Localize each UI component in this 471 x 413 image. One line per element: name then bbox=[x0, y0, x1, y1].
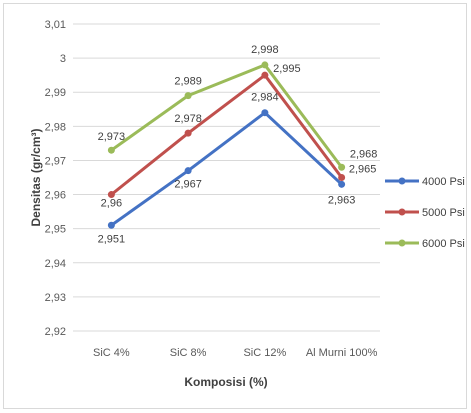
y-tick-label: 2,96 bbox=[45, 190, 66, 202]
data-point bbox=[107, 191, 115, 199]
chart-frame bbox=[3, 3, 467, 409]
x-tick-label: Al Murni 100% bbox=[306, 347, 378, 359]
legend-label: 5000 Psi bbox=[422, 207, 465, 219]
data-point bbox=[107, 221, 115, 229]
data-point bbox=[107, 146, 115, 154]
series-line bbox=[110, 63, 343, 169]
data-label: 2,96 bbox=[101, 198, 122, 210]
x-tick-label: SiC 8% bbox=[170, 347, 207, 359]
data-point bbox=[184, 92, 192, 100]
data-point bbox=[338, 180, 346, 188]
data-label: 2,989 bbox=[174, 76, 202, 88]
y-tick-label: 2,99 bbox=[45, 87, 66, 99]
legend-label: 6000 Psi bbox=[422, 238, 465, 250]
data-point bbox=[184, 167, 192, 175]
y-tick-label: 2,97 bbox=[45, 155, 66, 167]
legend-marker bbox=[398, 239, 406, 247]
data-point bbox=[184, 129, 192, 137]
data-label: 2,965 bbox=[349, 164, 377, 176]
data-label: 2,984 bbox=[251, 92, 279, 104]
data-label: 2,968 bbox=[350, 148, 378, 160]
data-label: 2,951 bbox=[98, 233, 126, 245]
y-tick-label: 2,94 bbox=[45, 258, 66, 270]
data-label: 2,963 bbox=[328, 194, 356, 206]
x-axis-title: Komposisi (%) bbox=[184, 375, 267, 389]
y-tick-label: 3 bbox=[60, 53, 66, 65]
data-label: 2,973 bbox=[98, 131, 126, 143]
y-tick-label: 2,95 bbox=[45, 224, 66, 236]
data-label: 2,995 bbox=[273, 63, 301, 75]
data-label: 2,967 bbox=[174, 179, 202, 191]
series-line bbox=[110, 73, 343, 196]
legend-marker bbox=[398, 208, 406, 216]
y-axis-title: Densitas (gr/cm³) bbox=[29, 128, 43, 226]
x-tick-label: SiC 12% bbox=[243, 347, 286, 359]
y-tick-label: 3,01 bbox=[45, 19, 66, 31]
data-label: 2,998 bbox=[251, 44, 279, 56]
y-tick-label: 2,92 bbox=[45, 326, 66, 338]
data-label: 2,978 bbox=[174, 113, 202, 125]
data-point bbox=[261, 61, 269, 69]
data-point bbox=[338, 163, 346, 171]
series-line bbox=[110, 111, 343, 227]
legend-marker bbox=[398, 177, 406, 185]
y-tick-label: 2,93 bbox=[45, 292, 66, 304]
x-tick-label: SiC 4% bbox=[93, 347, 130, 359]
legend-label: 4000 Psi bbox=[422, 176, 465, 188]
y-tick-label: 2,98 bbox=[45, 121, 66, 133]
data-point bbox=[261, 71, 269, 79]
data-point bbox=[338, 174, 346, 181]
data-point bbox=[261, 109, 269, 117]
